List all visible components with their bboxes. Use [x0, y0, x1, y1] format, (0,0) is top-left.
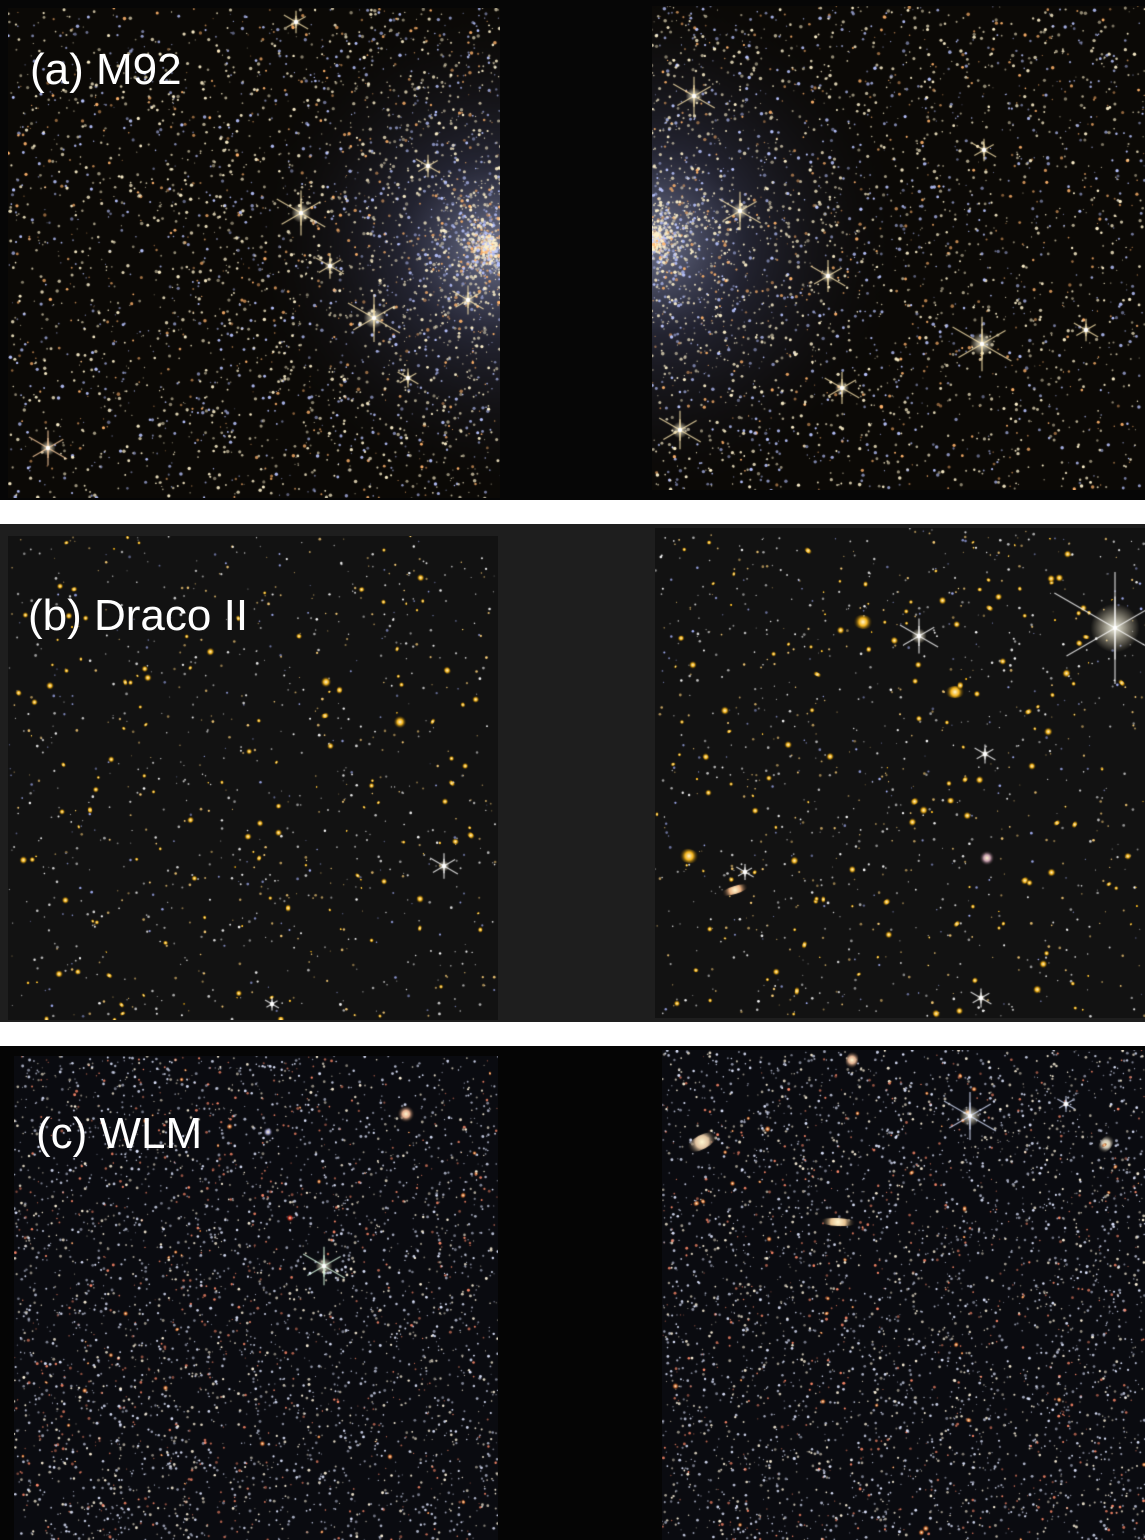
m92-left-image [8, 8, 500, 498]
panel-a-label: (a) M92 [30, 45, 182, 94]
m92-right-image [652, 6, 1145, 490]
panel-a-m92: (a) M92 [0, 0, 1145, 500]
panel-c-label: (c) WLM [36, 1109, 203, 1158]
draco-left-image [8, 536, 498, 1020]
wlm-left-image [14, 1056, 498, 1540]
panel-b-draco-ii: (b) Draco II [0, 524, 1145, 1022]
draco-right-image [655, 528, 1145, 1018]
panel-c-wlm: (c) WLM [0, 1046, 1145, 1540]
wlm-right-image [662, 1050, 1145, 1540]
panel-b-label: (b) Draco II [28, 591, 249, 640]
